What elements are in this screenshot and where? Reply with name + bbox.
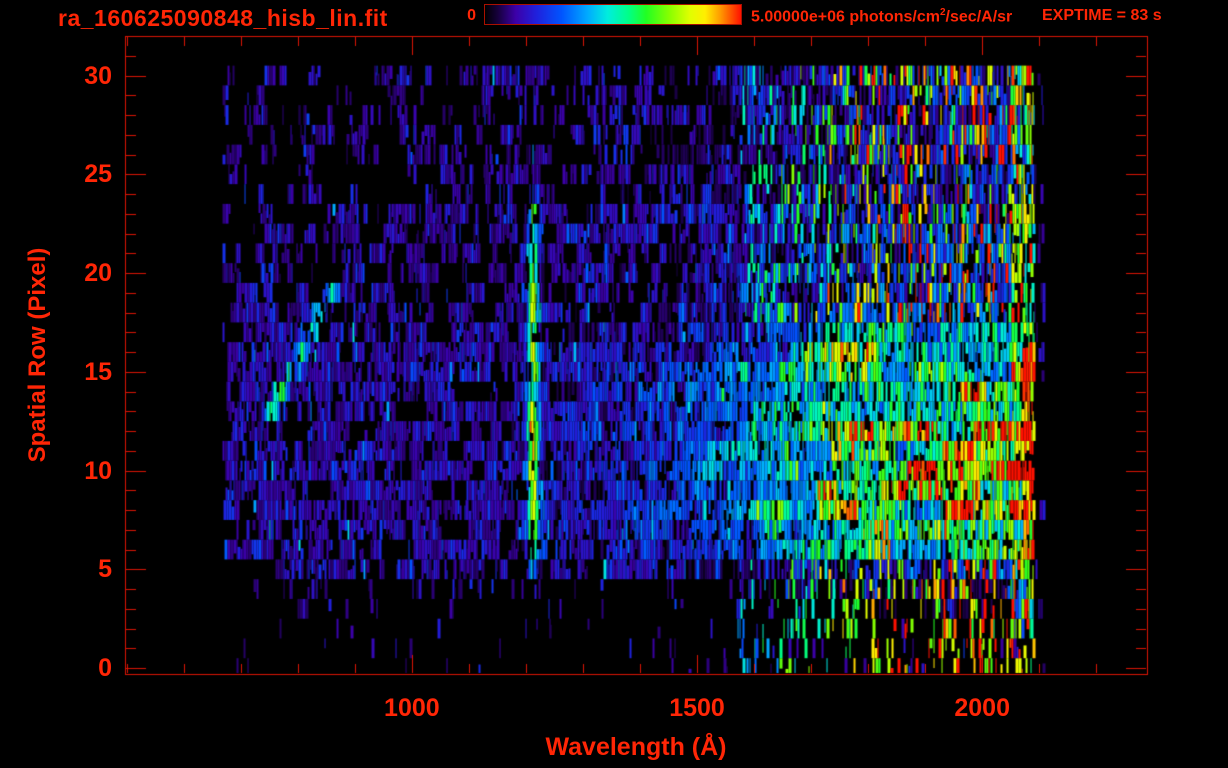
x-tick-label: 1500 — [669, 694, 725, 722]
y-tick-label: 0 — [98, 654, 112, 683]
colorbar-max-value: 5.00000e+06 photons/cm — [751, 8, 940, 26]
colorbar-units-superscript: 2 — [939, 7, 946, 18]
x-tick-label: 1000 — [384, 694, 440, 722]
colorbar-max-label: 5.00000e+06 photons/cm2/sec/A/sr — [751, 7, 1012, 26]
exptime-label: EXPTIME = 83 s — [1042, 7, 1162, 24]
y-tick-label: 30 — [84, 61, 112, 90]
file-title: ra_160625090848_hisb_lin.fit — [58, 5, 388, 31]
y-tick-label: 25 — [84, 160, 112, 189]
y-tick-label: 10 — [84, 456, 112, 485]
intensity-colorbar — [484, 4, 742, 25]
x-axis-title: Wavelength (Å) — [545, 733, 727, 761]
y-tick-label: 20 — [84, 259, 112, 288]
colorbar-min-label: 0 — [467, 7, 476, 24]
y-tick-label: 15 — [84, 357, 112, 386]
x-tick-label: 2000 — [954, 694, 1010, 722]
y-axis-title: Spatial Row (Pixel) — [24, 247, 51, 463]
colorbar-units: /sec/A/sr — [945, 8, 1013, 26]
y-tick-label: 5 — [98, 555, 112, 584]
